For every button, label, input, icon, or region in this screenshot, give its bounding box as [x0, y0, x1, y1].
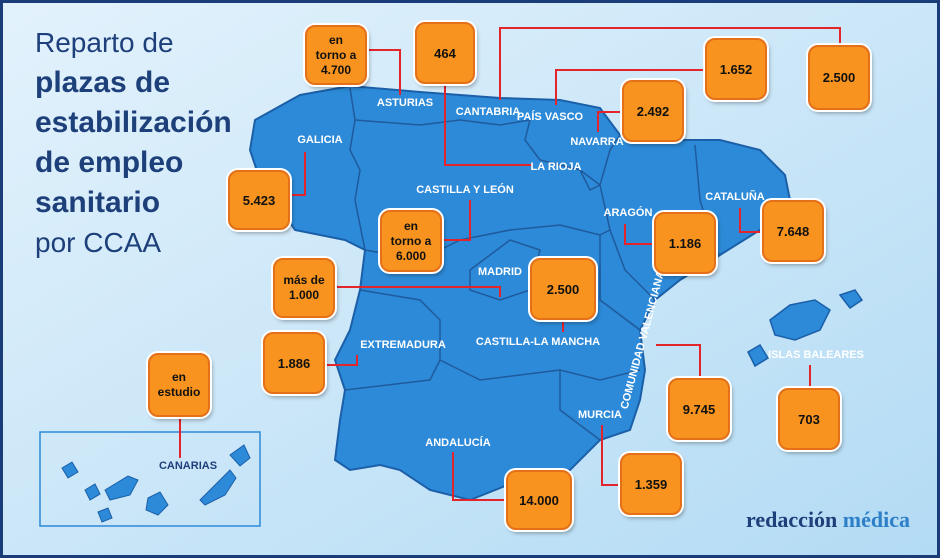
value-box: 1.186 [654, 212, 716, 274]
region-label: GALICIA [297, 134, 342, 146]
title-bold-line: sanitario [35, 186, 160, 219]
value-box: en estudio [148, 353, 210, 417]
connector [442, 200, 471, 241]
balearic-islands [747, 289, 864, 368]
value-box: 1.652 [705, 38, 767, 100]
title-outro: por CCAA [35, 227, 161, 258]
connector [444, 84, 532, 166]
region-label: NAVARRA [570, 136, 623, 148]
value-box: 703 [778, 388, 840, 450]
title-bold-line: estabilización [35, 106, 232, 139]
title-intro: Reparto de [35, 27, 174, 58]
brand-second: médica [843, 507, 910, 532]
connector [335, 286, 501, 297]
region-label: MADRID [478, 266, 522, 278]
connector [739, 208, 762, 233]
value-box: 1.886 [263, 332, 325, 394]
connector [656, 344, 701, 378]
value-box: más de 1.000 [273, 258, 335, 318]
connector [555, 69, 705, 105]
value-box: 1.359 [620, 453, 682, 515]
brand: redacción médica [746, 507, 910, 532]
region-label: ARAGÓN [604, 206, 653, 219]
region-label: MURCIA [578, 409, 622, 421]
connector [499, 27, 841, 100]
connector [367, 49, 401, 95]
value-box: 2.492 [622, 80, 684, 142]
title-bold-line: de empleo [35, 146, 183, 179]
connector [290, 152, 306, 196]
region-label: CANTABRIA [456, 106, 521, 118]
region-label: EXTREMADURA [360, 339, 446, 351]
brand-first: redacción [746, 507, 837, 532]
region-label: CASTILLA-LA MANCHA [476, 336, 600, 348]
connector [597, 111, 622, 132]
value-box: 464 [415, 22, 475, 84]
value-box: 2.500 [530, 258, 596, 320]
region-label: CATALUÑA [705, 190, 765, 203]
canary-islands [61, 444, 251, 523]
connector [601, 425, 620, 486]
connector [624, 224, 654, 245]
value-box: 14.000 [506, 470, 572, 530]
region-label: CASTILLA Y LEÓN [416, 183, 514, 196]
value-box: en torno a 4.700 [305, 25, 367, 85]
canarias-inset [39, 431, 261, 527]
connector [452, 452, 506, 501]
region-label: LA RIOJA [531, 161, 582, 173]
value-box: 7.648 [762, 200, 824, 262]
value-box: 9.745 [668, 378, 730, 440]
region-label: ANDALUCÍA [425, 436, 490, 449]
title-bold-line: plazas de [35, 66, 170, 99]
connector [325, 355, 358, 366]
region-label: ISLAS BALEARES [768, 349, 864, 361]
region-label: ASTURIAS [377, 97, 433, 109]
region-label: PAÍS VASCO [517, 110, 584, 123]
value-box: en torno a 6.000 [380, 210, 442, 272]
value-box: 5.423 [228, 170, 290, 230]
region-label: CANARIAS [159, 460, 217, 472]
value-box: 2.500 [808, 45, 870, 110]
